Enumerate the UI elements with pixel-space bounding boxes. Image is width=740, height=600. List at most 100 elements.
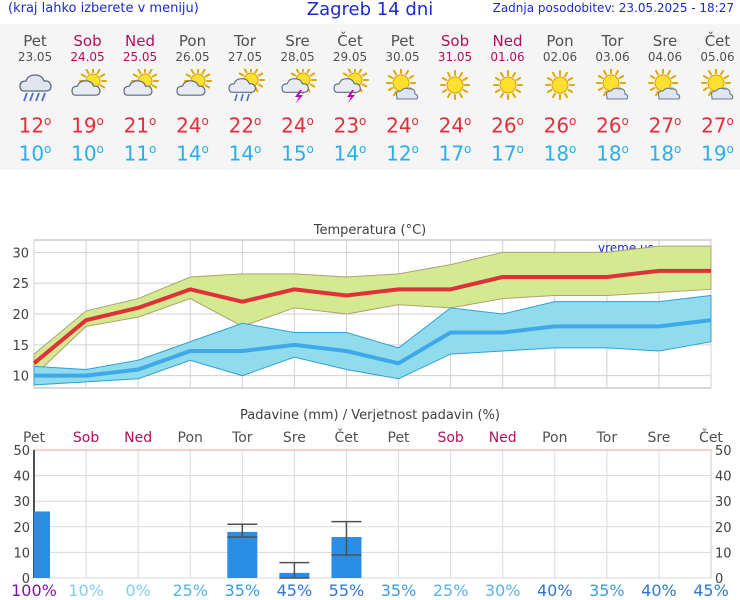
x-category-label: Ned — [124, 430, 152, 446]
plot-area — [33, 449, 712, 579]
min-temperature: 14o — [333, 141, 367, 166]
forecast-day: Sob 31.05 24o 17o — [429, 24, 481, 166]
forecast-day: Tor 27.05 22o 14o — [219, 24, 271, 166]
sun-icon — [440, 70, 470, 100]
max-temperature: 24o — [386, 113, 419, 138]
y-tick-label: 15 — [12, 339, 29, 354]
chart-title: Padavine (mm) / Verjetnost padavin (%) — [240, 408, 500, 423]
max-temperature: 23o — [333, 113, 367, 138]
y-tick-label: 20 — [12, 308, 29, 323]
max-temperature: 24o — [438, 113, 472, 138]
forecast-day: Ned 25.05 21o 11o — [114, 24, 166, 166]
min-temperature: 17o — [438, 141, 472, 166]
min-temperature: 19o — [701, 141, 734, 166]
sun-behind-cloud-icon — [700, 69, 733, 100]
day-date: 25.05 — [122, 50, 158, 64]
y-tick-label-right: 20 — [715, 521, 732, 536]
precipitation-bar — [227, 531, 258, 578]
x-category-label: Tor — [231, 430, 253, 446]
location-menu-hint[interactable]: (kraj lahko izberete v meniju) — [8, 1, 199, 16]
max-temperature: 21o — [123, 113, 157, 138]
min-temperature-line — [34, 318, 712, 378]
forecast-day: Čet 05.06 27o 19o — [692, 24, 740, 166]
rain-cloud-icon — [19, 74, 52, 102]
max-temperature-line — [32, 268, 711, 365]
precipitation-probability-label: 25% — [433, 581, 469, 598]
day-date: 23.05 — [17, 50, 53, 64]
y-tick-label-right: 50 — [715, 444, 732, 459]
y-tick-label-left: 10 — [13, 546, 30, 561]
day-date: 03.06 — [595, 50, 630, 64]
sun-behind-cloud-icon — [385, 69, 418, 100]
min-temperature: 14o — [176, 141, 209, 166]
forecast-day: Sre 28.05 24o 15o — [272, 24, 324, 166]
x-category-label: Sre — [647, 430, 670, 446]
day-date: 05.06 — [700, 50, 735, 64]
partly-cloudy-icon — [175, 69, 212, 96]
day-name: Pon — [178, 32, 207, 50]
min-temperature-range-band — [33, 294, 712, 386]
min-temperature: 10o — [18, 141, 52, 166]
day-name: Pet — [390, 32, 415, 50]
x-category-label: Sob — [73, 430, 99, 446]
max-temperature: 26o — [543, 113, 577, 138]
sun-behind-cloud-icon — [595, 69, 628, 100]
day-name: Tor — [601, 32, 624, 50]
partly-cloudy-icon — [123, 69, 159, 96]
max-temperature: 27o — [648, 113, 682, 138]
min-temperature: 10o — [71, 141, 104, 166]
min-temperature: 18o — [596, 141, 629, 166]
day-date: 26.05 — [175, 50, 210, 64]
precipitation-probability-label: 55% — [329, 581, 365, 598]
thunderstorm-icon — [280, 69, 317, 103]
partly-cloudy-icon — [70, 69, 107, 96]
max-temperature: 12o — [18, 113, 52, 138]
precipitation-probability-label: 25% — [172, 581, 208, 598]
y-tick-label-left: 50 — [13, 444, 30, 459]
precipitation-probability-label: 100% — [11, 581, 57, 598]
forecast-day: Pon 02.06 26o 18o — [534, 24, 586, 166]
max-temperature: 24o — [281, 113, 314, 138]
min-temperature: 11o — [123, 141, 157, 166]
x-category-label: Čet — [699, 428, 723, 446]
day-name: Pet — [23, 32, 47, 50]
y-tick-label: 10 — [12, 370, 29, 385]
precipitation-probability-label: 0% — [125, 581, 150, 598]
sun-icon — [492, 70, 523, 100]
forecast-day: Pon 26.05 24o 14o — [167, 24, 219, 166]
forecast-day: Sob 24.05 19o 10o — [62, 24, 114, 166]
page-title: Zagreb 14 dni — [306, 0, 434, 20]
day-name: Tor — [234, 32, 256, 50]
day-name: Pon — [546, 32, 574, 50]
x-category-label: Čet — [335, 428, 359, 446]
max-temperature: 24o — [176, 113, 209, 138]
y-tick-label-right: 40 — [715, 470, 732, 485]
day-date: 29.05 — [332, 50, 368, 64]
max-temperature: 22o — [228, 113, 262, 138]
precipitation-probability-label: 40% — [537, 581, 573, 598]
forecast-day: Pet 30.05 24o 12o — [377, 24, 429, 166]
precipitation-probability-label: 45% — [693, 581, 729, 598]
precipitation-probability-label: 35% — [381, 581, 417, 598]
max-temperature: 19o — [71, 113, 104, 138]
day-name: Čet — [337, 32, 363, 50]
day-date: 04.06 — [647, 50, 683, 64]
forecast-day: Ned 01.06 26o 17o — [482, 24, 534, 166]
sun-icon — [545, 70, 575, 100]
day-date: 24.05 — [70, 50, 105, 64]
x-category-label: Pet — [388, 430, 411, 446]
precipitation-probability-label: 45% — [277, 581, 313, 598]
day-name: Sob — [73, 32, 102, 50]
max-temperature: 26o — [596, 113, 629, 138]
thunderstorm-icon — [333, 69, 369, 103]
chart-title: Temperatura (°C) — [313, 223, 426, 238]
precipitation-probability-label: 35% — [589, 581, 625, 598]
min-temperature: 14o — [228, 141, 262, 166]
sun-behind-cloud-icon — [648, 69, 681, 100]
forecast-day: Čet 29.05 23o 14o — [324, 24, 376, 166]
day-name: Ned — [492, 32, 523, 50]
day-name: Čet — [704, 32, 731, 50]
day-name: Ned — [125, 32, 155, 50]
day-date: 28.05 — [280, 50, 315, 64]
precipitation-bar — [34, 511, 50, 578]
